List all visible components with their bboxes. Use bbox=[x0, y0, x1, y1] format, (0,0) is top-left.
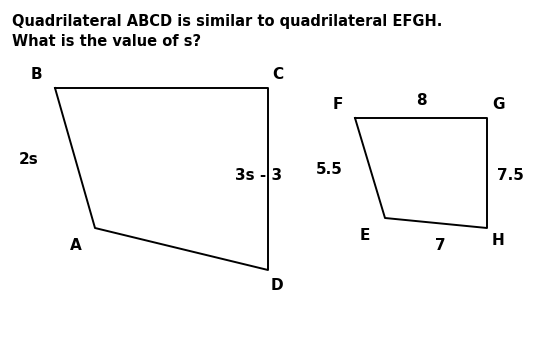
Text: 7: 7 bbox=[435, 238, 445, 253]
Text: B: B bbox=[31, 67, 42, 82]
Text: G: G bbox=[492, 97, 504, 112]
Text: 2s: 2s bbox=[18, 153, 38, 167]
Text: 5.5: 5.5 bbox=[316, 162, 343, 178]
Text: 8: 8 bbox=[416, 93, 426, 108]
Text: E: E bbox=[359, 228, 370, 243]
Text: 7.5: 7.5 bbox=[497, 167, 524, 182]
Text: What is the value of s?: What is the value of s? bbox=[12, 34, 201, 49]
Text: Quadrilateral ABCD is similar to quadrilateral EFGH.: Quadrilateral ABCD is similar to quadril… bbox=[12, 14, 443, 29]
Text: A: A bbox=[70, 238, 82, 253]
Text: H: H bbox=[492, 233, 505, 248]
Text: 3s - 3: 3s - 3 bbox=[235, 167, 282, 182]
Text: C: C bbox=[272, 67, 283, 82]
Text: D: D bbox=[271, 278, 284, 293]
Text: F: F bbox=[333, 97, 343, 112]
